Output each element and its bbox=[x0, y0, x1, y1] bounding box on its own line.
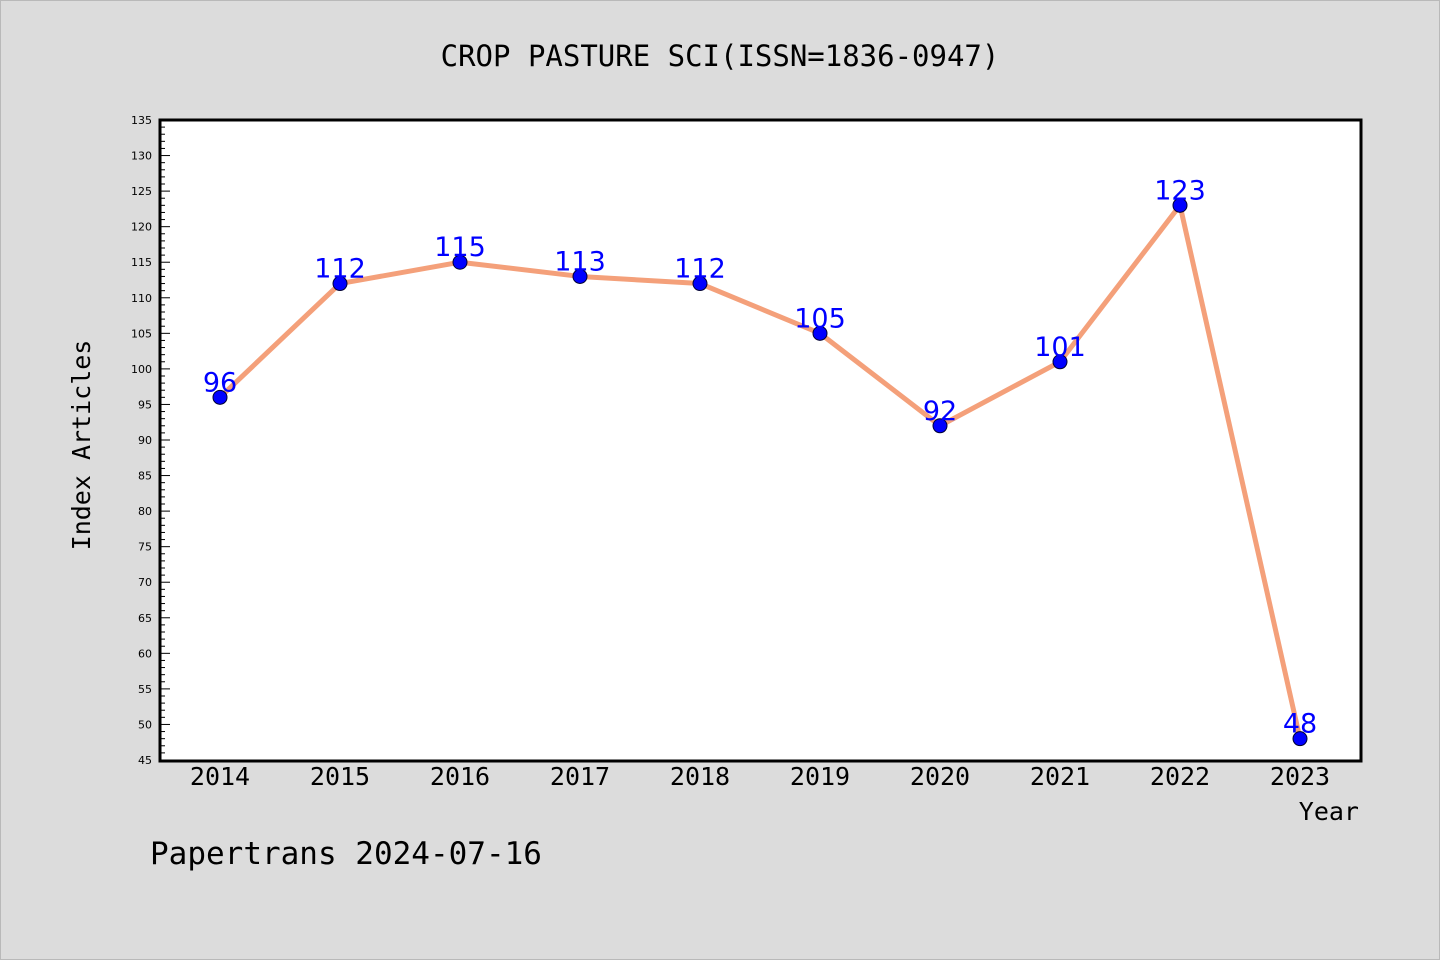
series-line bbox=[218, 202, 1303, 740]
y-tick-label: 90 bbox=[138, 434, 152, 447]
y-tick-label: 120 bbox=[131, 221, 152, 234]
series-layer: 96 112 115 113 112 105 92 101 123 48 bbox=[203, 175, 1317, 747]
data-point bbox=[1292, 731, 1308, 747]
data-label: 48 bbox=[1283, 709, 1317, 740]
x-tick-label: 2020 bbox=[910, 762, 970, 791]
data-label: 112 bbox=[314, 254, 366, 285]
y-tick-label: 80 bbox=[138, 505, 152, 518]
data-label: 115 bbox=[434, 232, 486, 263]
data-label: 96 bbox=[203, 367, 237, 398]
x-axis: 2014 2015 2016 2017 2018 2019 2020 2021 2022 2023 bbox=[190, 762, 1330, 791]
x-tick-label: 2014 bbox=[190, 762, 250, 791]
y-tick-label: 110 bbox=[131, 292, 152, 305]
y-tick-label: 125 bbox=[131, 185, 152, 198]
data-point bbox=[572, 268, 588, 284]
data-point bbox=[1052, 354, 1068, 370]
y-tick-label: 50 bbox=[138, 718, 152, 731]
x-tick-label: 2017 bbox=[550, 762, 610, 791]
y-tick-label: 70 bbox=[138, 576, 152, 589]
data-point bbox=[332, 276, 348, 292]
data-label: 112 bbox=[674, 254, 726, 285]
y-tick-label: 130 bbox=[131, 150, 152, 163]
x-tick-label: 2023 bbox=[1270, 762, 1330, 791]
x-axis-label: Year bbox=[1299, 797, 1359, 826]
data-point bbox=[1172, 197, 1188, 213]
y-tick-label: 115 bbox=[131, 256, 152, 269]
x-tick-label: 2018 bbox=[670, 762, 730, 791]
y-axis: 45 50 55 60 65 70 75 80 85 90 95 100 105 110 115 120 125… bbox=[131, 114, 170, 767]
data-label: 105 bbox=[794, 303, 846, 334]
data-point bbox=[812, 325, 828, 341]
footer-credit: Papertrans 2024-07-16 bbox=[150, 836, 542, 872]
x-tick-label: 2019 bbox=[790, 762, 850, 791]
data-point bbox=[452, 254, 468, 270]
data-label: 101 bbox=[1034, 332, 1086, 363]
data-point bbox=[212, 389, 228, 405]
data-label: 92 bbox=[923, 396, 957, 427]
y-tick-label: 85 bbox=[138, 470, 152, 483]
y-tick-label: 65 bbox=[138, 612, 152, 625]
data-label: 123 bbox=[1154, 175, 1206, 206]
x-tick-label: 2016 bbox=[430, 762, 490, 791]
y-axis-label: Index Articles bbox=[67, 340, 96, 551]
x-tick-label: 2022 bbox=[1150, 762, 1210, 791]
y-tick-label: 95 bbox=[138, 398, 152, 411]
y-tick-label: 100 bbox=[131, 363, 152, 376]
data-point bbox=[692, 276, 708, 292]
y-tick-label: 75 bbox=[138, 541, 152, 554]
y-tick-label: 60 bbox=[138, 647, 152, 660]
data-label: 113 bbox=[554, 246, 606, 277]
y-tick-label: 45 bbox=[138, 754, 152, 767]
y-tick-label: 55 bbox=[138, 683, 152, 696]
data-point bbox=[932, 418, 948, 434]
x-tick-label: 2021 bbox=[1030, 762, 1090, 791]
y-tick-label: 135 bbox=[131, 114, 152, 127]
y-tick-label: 105 bbox=[131, 327, 152, 340]
chart-title: CROP PASTURE SCI(ISSN=1836-0947) bbox=[441, 39, 1000, 73]
x-tick-label: 2015 bbox=[310, 762, 370, 791]
